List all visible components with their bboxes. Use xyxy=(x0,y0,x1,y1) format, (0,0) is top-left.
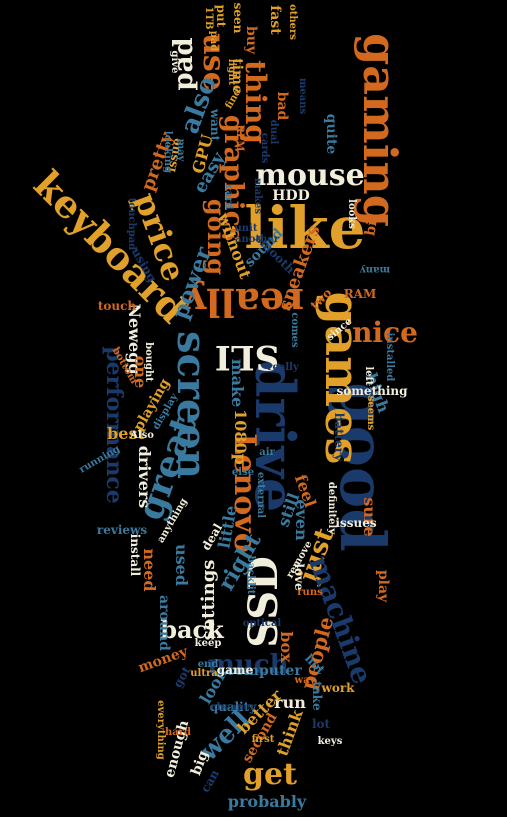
word-touch: touch xyxy=(97,299,137,313)
word-want: want xyxy=(208,108,222,142)
word-around: around xyxy=(156,595,172,651)
word-computer: computer xyxy=(226,663,302,679)
word-get: get xyxy=(243,757,297,792)
word-definitely: definitely xyxy=(326,481,337,535)
word-give: give xyxy=(169,50,180,74)
word-lot: lot xyxy=(311,717,331,731)
word-air: air xyxy=(259,447,275,458)
word-ultra: ultra xyxy=(190,668,218,679)
word-1080p: 1080p xyxy=(231,409,250,465)
word-think: think xyxy=(272,707,307,759)
word-also: Also xyxy=(130,430,154,441)
word-quality: quality xyxy=(209,700,257,714)
word-may: may xyxy=(175,138,186,162)
word-play: play xyxy=(375,569,391,603)
word-put: put xyxy=(214,4,228,28)
word-back: back xyxy=(160,615,224,644)
word-game: game xyxy=(216,663,254,677)
word-installed: installed xyxy=(384,332,395,382)
word-cheaper: cheaper xyxy=(210,702,256,713)
word-something: something xyxy=(336,384,408,398)
word-left: left xyxy=(363,366,374,386)
word-keys: keys xyxy=(317,736,343,747)
word-nice: nice xyxy=(352,316,418,349)
word-else: else xyxy=(231,467,255,478)
word-card: card xyxy=(223,184,234,210)
word-drivers: drivers xyxy=(135,445,154,509)
word-used: used xyxy=(172,543,191,587)
word-looking: looking xyxy=(162,130,173,174)
word-another: another xyxy=(235,234,279,245)
word-many: many xyxy=(359,264,391,275)
word-box: box xyxy=(277,631,296,663)
word-probably: probably xyxy=(227,792,307,811)
word-hard: hard xyxy=(164,727,192,738)
word-bad: bad xyxy=(274,91,290,121)
word-runs: runs xyxy=(297,587,323,598)
word-like: like xyxy=(244,194,366,262)
word-run: run xyxy=(274,693,306,712)
word-battery: battery xyxy=(332,412,346,462)
word-cards: cards xyxy=(259,132,270,164)
word-backlit: backlit xyxy=(245,555,256,595)
word-make: make xyxy=(228,358,247,408)
word-fast: fast xyxy=(267,5,283,35)
word-need: need xyxy=(140,548,159,592)
word-issues: issues xyxy=(335,516,377,530)
word-looks: looks xyxy=(346,199,357,229)
word-quite: quite xyxy=(323,113,339,155)
word-ram: RAM xyxy=(343,287,377,301)
word-everything: everything xyxy=(155,700,166,760)
word-makes: makes xyxy=(252,178,263,214)
word-way: way xyxy=(294,675,316,686)
word-touchpad: touchpad xyxy=(126,197,137,251)
word-others: others xyxy=(287,4,298,40)
word-hdd: HDD xyxy=(272,188,310,204)
word-mouse: mouse xyxy=(255,158,365,193)
word-buy: buy xyxy=(243,25,259,55)
word-best: best xyxy=(107,424,145,443)
word-light: light xyxy=(226,58,237,86)
word-seems: seems xyxy=(365,395,376,431)
word-bit: bit xyxy=(362,212,382,238)
word-settings: settings xyxy=(198,559,219,641)
word-unit: unit xyxy=(234,223,258,234)
word-work: work xyxy=(321,681,355,695)
word-comes: comes xyxy=(289,312,300,348)
word-bought: bought xyxy=(143,342,154,382)
word-much: much xyxy=(207,650,289,680)
word-external: external xyxy=(255,471,266,519)
word-optical: optical xyxy=(242,618,282,629)
word-take: take xyxy=(310,681,324,711)
word-pad: pad xyxy=(208,30,219,52)
word-really: really xyxy=(267,362,299,373)
word-seen: seen xyxy=(231,2,245,34)
word-1tb: 1TB xyxy=(203,6,214,30)
word-got: got xyxy=(170,664,194,690)
word-reviews: reviews xyxy=(96,523,148,537)
word-first: first xyxy=(251,734,275,745)
word-rpm: RPM xyxy=(234,124,245,152)
word-end: end xyxy=(197,659,219,670)
word-means: means xyxy=(297,77,308,115)
word-install: install xyxy=(128,533,142,577)
word-keep: keep xyxy=(194,638,222,649)
